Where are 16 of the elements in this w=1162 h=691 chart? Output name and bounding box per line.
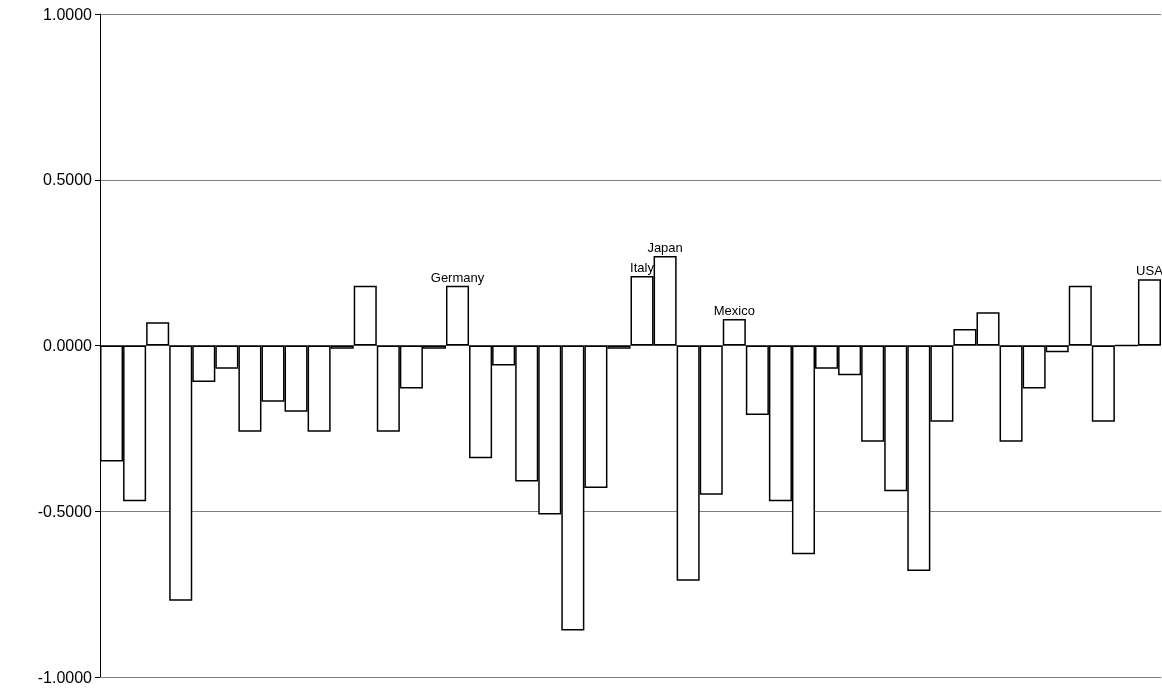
- bar: [1068, 285, 1092, 346]
- x-tick-label: Japan: [647, 239, 683, 255]
- y-tick-label: -1.0000: [37, 668, 93, 686]
- bar: [722, 318, 746, 346]
- y-tick-label: -0.5000: [37, 502, 93, 520]
- x-tick-label: Germany: [430, 269, 485, 285]
- bar: [1091, 345, 1115, 422]
- x-tick-label: Italy: [630, 259, 655, 275]
- bar: [146, 322, 170, 346]
- y-tick-label: 0.5000: [43, 171, 93, 189]
- bar: [353, 285, 377, 346]
- y-tick-label: 0.0000: [43, 337, 93, 354]
- x-tick-label: USA: [1136, 263, 1162, 279]
- y-tick-label: 1.0000: [43, 5, 93, 23]
- bar: [445, 285, 470, 346]
- x-tick-label: Mexico: [713, 302, 755, 318]
